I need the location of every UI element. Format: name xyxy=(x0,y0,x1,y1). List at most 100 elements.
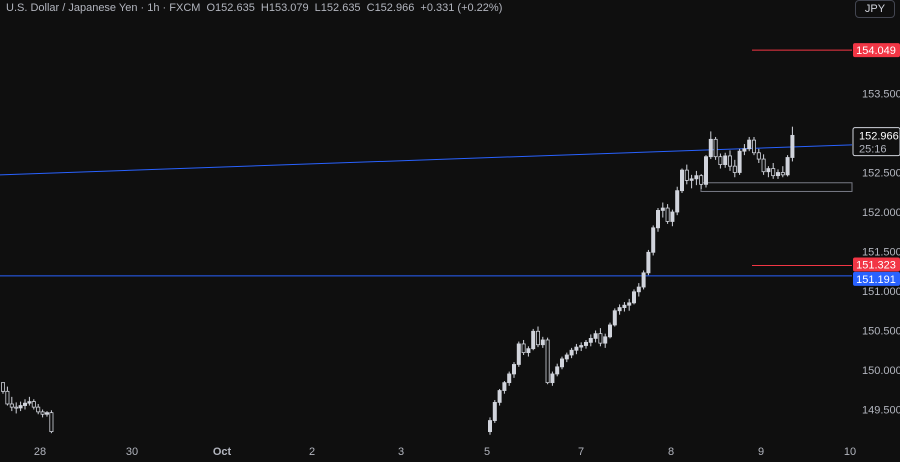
candle-body xyxy=(656,210,661,229)
candle-body xyxy=(718,156,723,165)
price-tag xyxy=(853,43,900,58)
change-value: +0.331 (+0.22%) xyxy=(420,2,503,14)
candle-body xyxy=(564,354,569,360)
y-tick-label: 153.500 xyxy=(862,89,900,101)
candle-body xyxy=(684,169,689,181)
candle-body xyxy=(18,405,23,409)
y-tick-label: 152.500 xyxy=(862,168,900,180)
price-tag-label: 154.049 xyxy=(856,45,896,57)
candle-body xyxy=(732,165,737,173)
candle-body xyxy=(723,155,728,166)
currency-button[interactable]: JPY xyxy=(855,0,895,18)
y-tick-label: 152.000 xyxy=(862,207,900,219)
candle-body xyxy=(680,169,685,192)
candle-body xyxy=(766,168,771,173)
candle-body xyxy=(49,412,54,433)
candle-body xyxy=(31,401,36,408)
candle-body xyxy=(531,330,536,350)
time-axis[interactable]: 28 30 Oct 2 3 5 7 8 9 10 xyxy=(34,446,856,458)
candle-body xyxy=(492,401,497,421)
candle-body xyxy=(22,402,27,406)
candle-body xyxy=(550,373,555,384)
candle-body xyxy=(5,390,10,405)
candle-body xyxy=(555,366,560,375)
candle-body xyxy=(761,158,766,173)
candle-body xyxy=(36,406,41,413)
x-tick-label: 3 xyxy=(398,446,404,458)
candle-body xyxy=(617,307,622,312)
candle-body xyxy=(737,150,742,173)
candle-body xyxy=(540,339,545,346)
candle-body xyxy=(545,339,550,384)
y-tick-label: 151.000 xyxy=(862,286,900,298)
candle-body xyxy=(771,168,776,177)
candle-body xyxy=(785,157,790,176)
close-value: C152.966 xyxy=(366,2,415,14)
low-value: L152.635 xyxy=(314,2,361,14)
x-tick-label: 30 xyxy=(126,446,138,458)
candle-body xyxy=(660,207,665,211)
candle-body xyxy=(579,345,584,348)
candle-body xyxy=(694,175,699,180)
candle-body xyxy=(45,412,50,415)
x-tick-label: 2 xyxy=(309,446,315,458)
candle-body xyxy=(0,382,6,392)
price-tag xyxy=(853,257,900,272)
candle-body xyxy=(665,207,670,222)
symbol-title[interactable]: U.S. Dollar / Japanese Yen · 1h · FXCM xyxy=(6,2,201,14)
y-tick-label: 150.000 xyxy=(862,365,900,377)
bar-countdown: 25:16 xyxy=(859,144,887,156)
x-tick-label: 9 xyxy=(758,446,764,458)
candle-body xyxy=(689,178,694,181)
candle-body xyxy=(603,336,608,344)
candle-body xyxy=(608,324,613,338)
candle-body xyxy=(526,348,531,354)
candle-body xyxy=(512,364,517,375)
candle-body xyxy=(646,251,651,274)
candle-body xyxy=(632,291,637,304)
candle-body xyxy=(670,211,675,222)
candle-body xyxy=(675,190,680,213)
candle-body xyxy=(497,390,502,403)
x-tick-label: 5 xyxy=(484,446,490,458)
candle-body xyxy=(713,138,718,158)
candle-body xyxy=(507,373,512,384)
candle-body xyxy=(752,139,757,154)
candle-body xyxy=(588,337,593,343)
legend-ohlc: U.S. Dollar / Japanese Yen · 1h · FXCM O… xyxy=(6,2,505,14)
candle-body xyxy=(574,346,579,351)
y-tick-label: 151.500 xyxy=(862,247,900,259)
candles-layer xyxy=(0,126,795,435)
price-axis[interactable]: 153.500153.000152.500152.000151.500151.0… xyxy=(862,89,900,417)
candle-body xyxy=(569,349,574,356)
candle-body xyxy=(756,152,761,160)
candle-body xyxy=(521,343,526,354)
candle-body xyxy=(636,286,641,293)
candle-body xyxy=(584,341,589,346)
candle-body xyxy=(9,403,14,408)
price-tag-label: 151.323 xyxy=(856,259,896,271)
candle-body xyxy=(728,155,733,167)
candle-body xyxy=(560,358,565,368)
candle-body xyxy=(790,134,795,158)
high-value: H153.079 xyxy=(260,2,309,14)
candle-body xyxy=(622,304,627,308)
x-tick-label: 7 xyxy=(578,446,584,458)
candle-body xyxy=(40,411,45,415)
candle-body xyxy=(627,302,632,306)
candle-body xyxy=(487,420,492,433)
candle-body xyxy=(536,330,541,346)
open-value: O152.635 xyxy=(206,2,255,14)
candle-body xyxy=(612,310,617,326)
candle-body xyxy=(27,401,32,404)
x-tick-label: Oct xyxy=(213,446,232,458)
x-tick-label: 10 xyxy=(844,446,856,458)
y-tick-label: 149.500 xyxy=(862,405,900,417)
candle-body xyxy=(742,148,747,152)
candle-body xyxy=(651,227,656,253)
candle-body xyxy=(776,172,781,177)
candle-body xyxy=(14,406,19,409)
